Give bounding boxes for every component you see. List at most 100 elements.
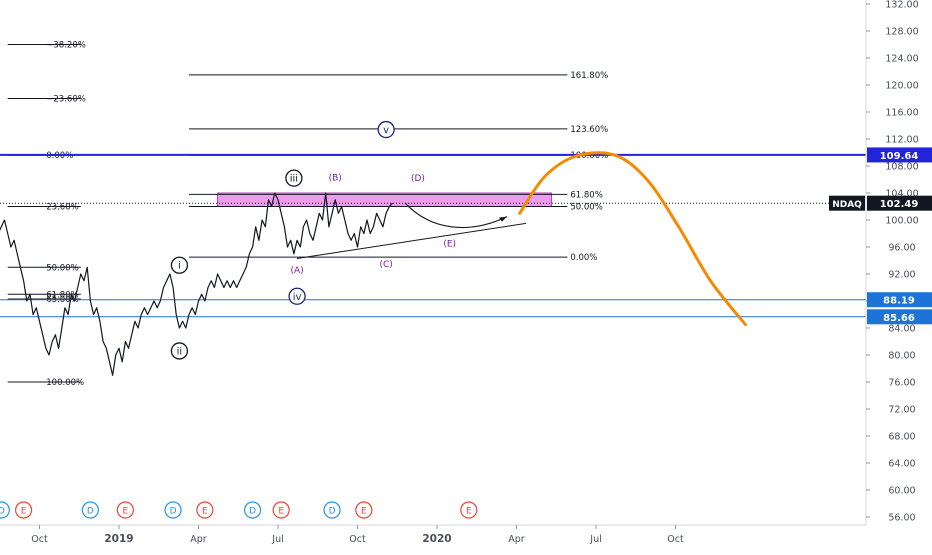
wave-label-circle xyxy=(170,342,189,360)
event-marker-label: D xyxy=(249,507,256,517)
triangle-support-line xyxy=(297,222,527,259)
key-level-badge xyxy=(867,147,932,163)
price-tick-label: 92.00 xyxy=(888,270,915,281)
wave-label: v xyxy=(383,125,389,136)
earnings-marker[interactable] xyxy=(272,501,290,519)
horizontal-levels-layer xyxy=(0,153,866,318)
fib-level-label: 123.60% xyxy=(570,125,608,135)
wave-label: iii xyxy=(290,174,298,185)
event-marker-label: E xyxy=(278,507,284,517)
price-tick-label: 80.00 xyxy=(888,351,915,362)
price-tick-label: 72.00 xyxy=(888,405,915,416)
price-tick-label: 76.00 xyxy=(888,378,915,389)
projection-layer xyxy=(518,151,747,327)
dividend-marker[interactable] xyxy=(243,501,262,519)
time-tick-label: Oct xyxy=(31,534,48,545)
fib-level-label: −38.20% xyxy=(46,41,86,51)
wave-label-circle xyxy=(285,169,303,187)
price-tick-label: 84.00 xyxy=(888,324,915,335)
time-tick-label: Jul xyxy=(271,534,283,545)
wave-label-circle xyxy=(170,256,189,274)
key-level-badge xyxy=(867,309,932,325)
wave-e-arrowhead xyxy=(498,216,507,222)
fibonacci-layer: −38.20%−23.60%0.00%23.60%50.00%61.80%65.… xyxy=(7,41,608,388)
price-tick-label: 60.00 xyxy=(888,486,915,497)
time-axis[interactable]: Oct 2019 Apr Jul Oct 2020 Apr Jul Oct xyxy=(0,524,866,545)
time-tick-label: Jul xyxy=(589,534,601,545)
event-marker-label: D xyxy=(0,507,5,517)
fib-level-label: −23.60% xyxy=(46,95,86,105)
earnings-marker[interactable] xyxy=(355,501,373,519)
fib-level-label: 23.60% xyxy=(46,203,78,213)
dividend-marker[interactable] xyxy=(323,501,341,519)
event-marker-label: D xyxy=(329,507,336,517)
symbol-badge xyxy=(829,195,865,211)
symbol-badge-label: NDAQ xyxy=(832,200,862,210)
wave-label: iv xyxy=(293,292,302,303)
fib-level-label: 50.00% xyxy=(46,263,78,273)
wave-e-curve xyxy=(404,202,508,229)
wave-label: i xyxy=(178,261,181,272)
price-line-layer xyxy=(0,192,393,376)
price-tick-label: 100.00 xyxy=(885,216,918,227)
price-tick-label: 116.00 xyxy=(885,108,918,119)
event-marker-label: E xyxy=(21,507,27,517)
triangle-layer xyxy=(297,202,527,259)
dividend-marker[interactable] xyxy=(81,501,99,519)
event-marker-label: E xyxy=(202,507,208,517)
projection-curve[interactable] xyxy=(518,151,747,327)
key-level-badge-label: 88.19 xyxy=(883,296,915,307)
earnings-marker[interactable] xyxy=(116,501,134,519)
key-level-badge-label: 85.66 xyxy=(883,313,915,324)
price-tick-label: 56.00 xyxy=(888,513,915,524)
price-tick-label: 104.00 xyxy=(885,189,918,200)
wave-label: (E) xyxy=(443,240,456,250)
price-series-line xyxy=(0,192,393,376)
price-axis[interactable]: 56.00 60.00 64.00 68.00 72.00 76.00 80.00 84.00… xyxy=(829,0,932,525)
fib-level-label: 0.00% xyxy=(570,253,597,263)
earnings-marker[interactable] xyxy=(196,501,214,519)
fib-level-label: 61.80% xyxy=(570,190,602,200)
price-tick-label: 108.00 xyxy=(885,162,918,173)
event-marker-label: E xyxy=(466,507,472,517)
last-price-badge-label: 102.49 xyxy=(880,199,919,210)
price-tick-label: 124.00 xyxy=(885,54,918,65)
fib-level-label: 61.80% xyxy=(46,290,78,300)
event-marker-label: D xyxy=(170,507,177,517)
price-tick-label: 128.00 xyxy=(885,27,918,38)
price-tick-label: 112.00 xyxy=(885,135,918,146)
time-tick-label: Apr xyxy=(508,534,525,545)
price-tick-label: 132.00 xyxy=(885,0,918,11)
price-tick-label: 64.00 xyxy=(888,459,915,470)
wave-label: (D) xyxy=(411,174,425,184)
last-price-badge xyxy=(867,195,932,211)
event-marker-label: E xyxy=(361,507,367,517)
key-level-badge xyxy=(867,292,932,308)
dividend-marker[interactable] xyxy=(164,501,182,519)
earnings-marker[interactable] xyxy=(460,501,478,519)
time-tick-label: 2019 xyxy=(104,533,133,545)
key-level-badge-label: 109.64 xyxy=(880,151,919,162)
time-tick-label: Oct xyxy=(349,534,366,545)
dividend-marker[interactable] xyxy=(0,501,10,519)
wave-label: (A) xyxy=(290,266,303,276)
wave-label: ii xyxy=(177,346,183,357)
event-marker-label: E xyxy=(123,507,129,517)
wave-label: (C) xyxy=(379,260,392,270)
wave-label-circle xyxy=(288,287,306,305)
price-tick-label: 96.00 xyxy=(888,243,915,254)
wave-label: (B) xyxy=(329,173,342,183)
earnings-marker[interactable] xyxy=(15,501,33,519)
fib-level-label: 100.00% xyxy=(46,378,84,388)
time-tick-label: Apr xyxy=(190,534,207,545)
fib-level-label: 0.00% xyxy=(46,151,73,161)
event-marker-label: D xyxy=(87,507,94,517)
fib-level-label: 50.00% xyxy=(570,203,602,213)
time-tick-label: 2020 xyxy=(422,533,451,545)
wave-label-circle xyxy=(377,120,395,139)
fib-level-label: 100.00% xyxy=(570,151,608,161)
